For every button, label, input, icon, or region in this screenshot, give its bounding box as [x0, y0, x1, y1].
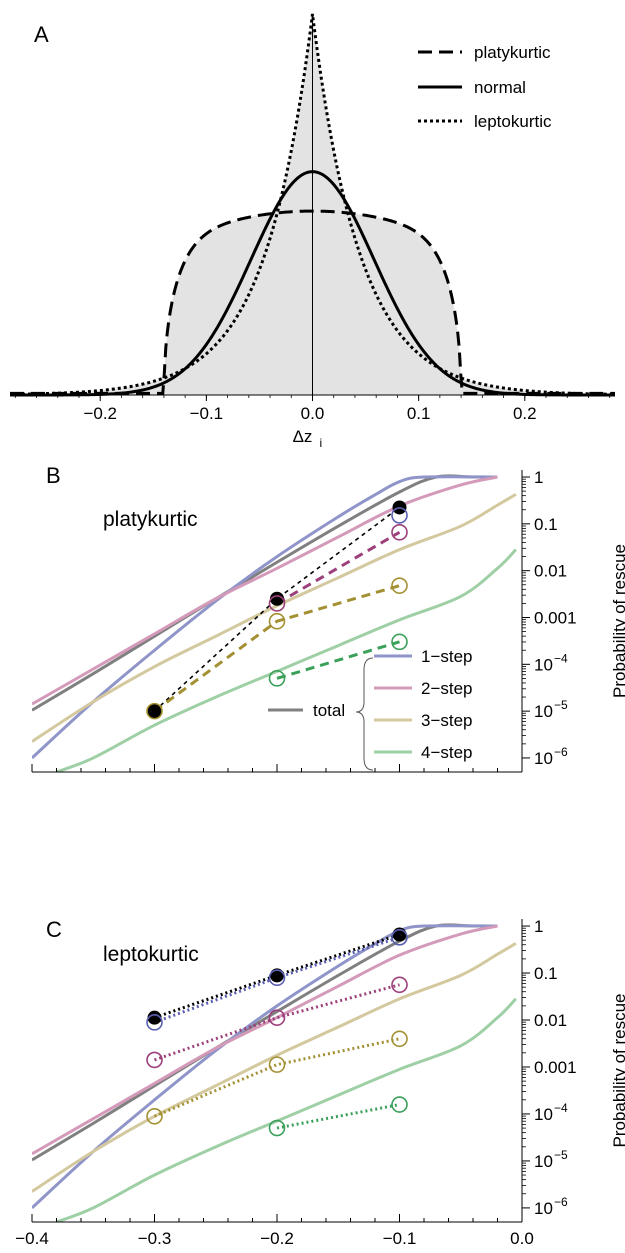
panel-b-y-tick-label: 0.01: [534, 562, 567, 581]
panel-b-marker-3-step: [268, 612, 286, 630]
panel-b-marker-3-step: [391, 577, 408, 594]
panel-b-connector-total: [153, 506, 400, 712]
panel-a-x-tick-label: 0.2: [513, 404, 537, 423]
panel-c-label: C: [46, 917, 62, 942]
panel-c-y-tick-label: 0.1: [534, 964, 558, 983]
panel-b-y-tick-label: 1: [534, 468, 543, 487]
panel-b-connector-2-step: [276, 530, 401, 605]
panel-c-plot-area: [32, 923, 517, 1222]
panel-c-line-3-step: [32, 942, 517, 1193]
panel-b-title: platykurtic: [103, 508, 198, 531]
panel-c-connector-3-step: [153, 1037, 400, 1118]
panel-b-marker-4-step: [391, 633, 408, 651]
panel-c-marker-3-step: [391, 1030, 408, 1048]
panel-c-y-tick-exponent: −4: [554, 1101, 568, 1115]
panel-b-y-tick-label: 10: [534, 655, 553, 674]
panel-a-legend-label-normal: normal: [474, 78, 526, 97]
panel-c-x-tick-label: 0.0: [510, 1229, 534, 1248]
panel-b-marker-4-step: [268, 670, 286, 687]
panel-c-line-2-step: [32, 924, 498, 1156]
panel-b-legend-label-total: total: [313, 701, 345, 720]
panel-c-y-tick-label: 1: [534, 917, 543, 936]
panel-c-marker-1-step: [391, 929, 408, 946]
panel-c-marker-1-step: [146, 1014, 163, 1031]
panel-b-y-tick-label: 10: [534, 749, 553, 768]
panel-b-marker-3-step: [146, 702, 163, 720]
panel-c-line-4-step: [55, 997, 517, 1222]
panel-b-legend-label-4-step: 4−step: [421, 743, 473, 762]
panel-c-x-tick-label: −0.3: [138, 1229, 172, 1248]
panel-a-legend-label-platykurtic: platykurtic: [474, 43, 551, 62]
panel-a-x-axis-title-subscript: i: [320, 436, 323, 450]
panel-b-y-tick-label: 0.1: [534, 515, 558, 534]
panel-c-x-tick-label: −0.1: [383, 1229, 417, 1248]
panel-b-line-3-step: [32, 493, 517, 743]
panel-c-y-tick-label: 0.01: [534, 1011, 567, 1030]
panel-c-marker-2-step: [146, 1051, 163, 1069]
panel-b-legend-brace: [355, 657, 374, 771]
panel-c-connector-4-step: [276, 1103, 400, 1130]
panel-c-y-tick-label: 10: [534, 1199, 553, 1218]
panel-a-label: A: [34, 22, 49, 47]
panel-c-connector-2-step: [154, 983, 400, 1062]
panel-b-y-axis-title: Probability of rescue: [610, 544, 625, 698]
panel-b-connector-4-step: [276, 640, 400, 680]
panel-c-y-tick-label: 10: [534, 1152, 553, 1171]
panel-b-y-tick-exponent: −4: [554, 651, 568, 665]
panel-b-marker-2-step: [268, 595, 286, 612]
panel-c-line-1-step: [32, 924, 498, 1210]
panel-c-y-tick-exponent: −5: [554, 1148, 568, 1162]
panel-b-line-4-step: [55, 548, 517, 772]
panel-b-plot-area: [32, 474, 517, 772]
panel-b-y-tick-label: 10: [534, 702, 553, 721]
panel-a-x-axis-title: Δz: [293, 427, 313, 446]
panel-b-line-1-step: [32, 475, 498, 760]
panel-c: −0.4−0.3−0.2−0.10.0Wildtype growth rate1…: [15, 917, 625, 1248]
panel-c-marker-3-step: [146, 1108, 163, 1125]
panel-a-curve-leptokurtic: [9, 13, 616, 396]
panel-c-x-tick-label: −0.2: [260, 1229, 294, 1248]
panel-a-x-tick-label: 0.0: [301, 404, 325, 423]
panel-b-y-tick-exponent: −5: [554, 698, 568, 712]
panel-c-marker-2-step: [268, 1009, 286, 1026]
panel-a-x-tick-label: 0.1: [407, 404, 431, 423]
panel-b-label: B: [46, 463, 61, 488]
panel-b-marker-total: [270, 591, 284, 606]
panel-c-marker-4-step: [268, 1119, 286, 1137]
panel-b-connector-3-step: [153, 584, 400, 713]
panel-b-y-tick-exponent: −6: [554, 745, 568, 759]
panel-b-y-tick-label: 0.001: [534, 608, 577, 627]
panel-b-legend-label-2-step: 2−step: [421, 679, 473, 698]
panel-c-marker-4-step: [391, 1096, 408, 1113]
panel-b-legend-label-1-step: 1−step: [421, 647, 473, 666]
panel-a-x-tick-label: −0.1: [190, 404, 224, 423]
panel-c-y-axis-title: Probability of rescue: [610, 993, 625, 1147]
panel-c-y-tick-label: 10: [534, 1105, 553, 1124]
panel-b-marker-total: [147, 704, 162, 719]
panel-c-marker-1-step: [268, 969, 286, 987]
panel-c-y-tick-exponent: −6: [554, 1195, 568, 1209]
panel-a-legend-label-leptokurtic: leptokurtic: [474, 112, 552, 131]
panel-c-marker-3-step: [268, 1056, 286, 1073]
panel-b-line-2-step: [32, 475, 498, 706]
panel-c-y-tick-label: 0.001: [534, 1058, 577, 1077]
panel-c-title: leptokurtic: [103, 943, 199, 966]
panel-c-marker-total: [147, 1010, 162, 1025]
panel-b-legend-label-3-step: 3−step: [421, 711, 473, 730]
panel-a: −0.2 −0.1 0.0 0.1 0.2 Δz i platykurtic normal lep…: [9, 13, 616, 450]
panel-c-marker-2-step: [391, 976, 408, 994]
panel-c-connector-total: [154, 933, 400, 1020]
panel-b-marker-2-step: [391, 523, 408, 541]
panel-a-x-tick-label: −0.2: [83, 404, 117, 423]
panel-a-curve-normal: [10, 170, 615, 397]
panel-b-marker-1-step: [391, 507, 408, 524]
panel-c-x-tick-label: −0.4: [15, 1229, 49, 1248]
